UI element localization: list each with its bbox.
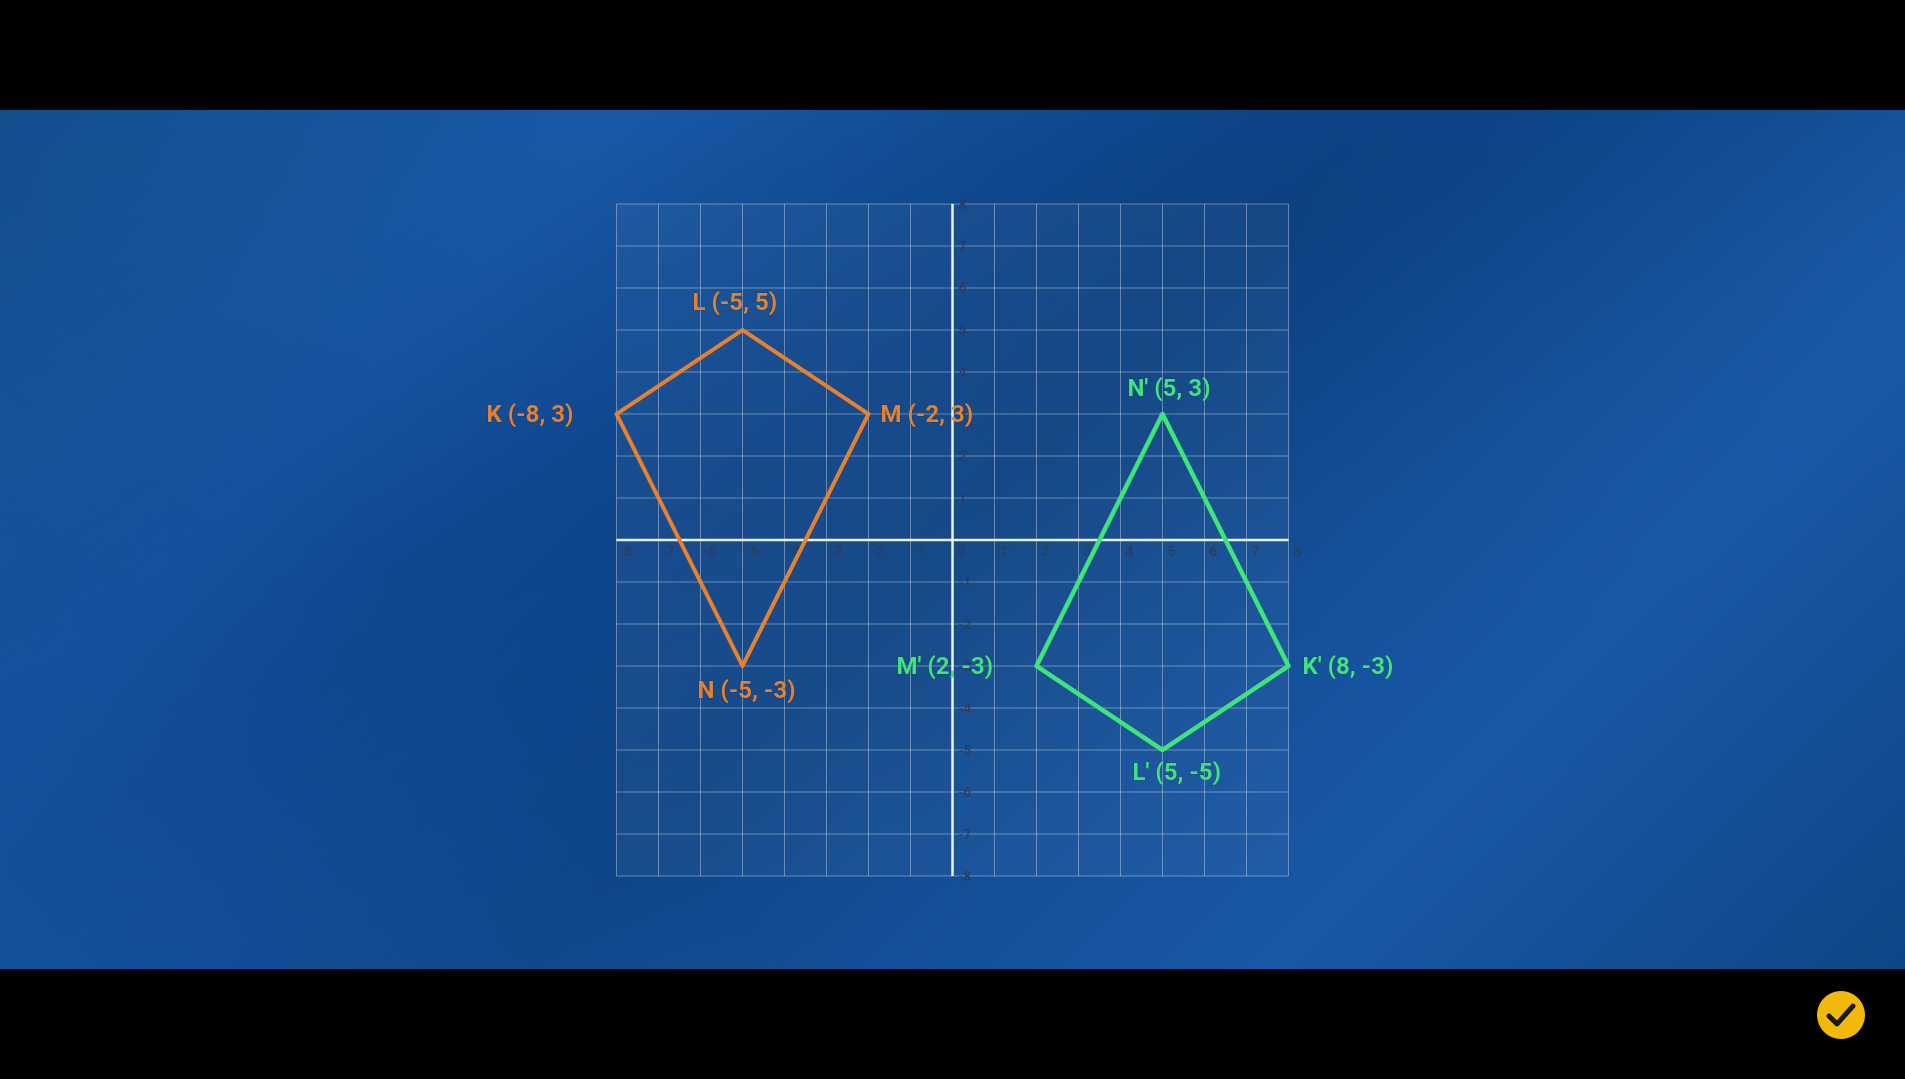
x-tick-label: 7 bbox=[1252, 544, 1260, 560]
y-tick-label: -2 bbox=[959, 617, 972, 633]
letterbox-bottom bbox=[0, 969, 1905, 1079]
y-tick-label: 8 bbox=[959, 197, 967, 213]
y-tick-label: -8 bbox=[959, 869, 972, 885]
y-tick-label: 2 bbox=[959, 449, 967, 465]
y-tick-label: -7 bbox=[959, 827, 972, 843]
x-tick-label: -6 bbox=[704, 544, 717, 560]
x-tick-label: 6 bbox=[1210, 544, 1218, 560]
x-tick-label: -1 bbox=[914, 544, 927, 560]
y-tick-label: 4 bbox=[959, 365, 967, 381]
vertex-label-N: N (-5, -3) bbox=[698, 676, 796, 704]
y-tick-label: 7 bbox=[959, 239, 967, 255]
vertex-label-Mprime: M' (2, -3) bbox=[897, 652, 994, 680]
x-tick-label: -3 bbox=[830, 544, 843, 560]
checkmark-badge-icon bbox=[1813, 987, 1869, 1043]
x-tick-label: 4 bbox=[1126, 544, 1134, 560]
y-tick-label: -1 bbox=[959, 575, 972, 591]
vertex-label-K: K (-8, 3) bbox=[487, 400, 574, 428]
x-tick-label: 8 bbox=[1294, 544, 1302, 560]
y-tick-label: 1 bbox=[959, 491, 967, 507]
vertex-label-Nprime: N' (5, 3) bbox=[1128, 374, 1211, 402]
x-tick-label: 2 bbox=[1042, 544, 1050, 560]
letterbox-top bbox=[0, 0, 1905, 110]
vertex-label-Lprime: L' (5, -5) bbox=[1133, 758, 1222, 786]
x-tick-label: 0 bbox=[958, 544, 966, 560]
x-tick-label: -7 bbox=[662, 544, 675, 560]
y-tick-label: -4 bbox=[959, 701, 972, 717]
vertex-label-M: M (-2, 3) bbox=[881, 400, 974, 428]
x-tick-label: 5 bbox=[1168, 544, 1176, 560]
x-tick-label: -5 bbox=[746, 544, 759, 560]
y-tick-label: 6 bbox=[959, 281, 967, 297]
y-tick-label: -6 bbox=[959, 785, 972, 801]
vertex-label-Kprime: K' (8, -3) bbox=[1303, 652, 1394, 680]
x-tick-label: -2 bbox=[872, 544, 885, 560]
x-tick-label: 1 bbox=[1000, 544, 1008, 560]
stage: -8-7-6-5-4-3-2-1012345678-8-7-6-5-4-3-2-… bbox=[189, 110, 1716, 969]
x-tick-label: -8 bbox=[620, 544, 633, 560]
coordinate-grid-chart: -8-7-6-5-4-3-2-1012345678-8-7-6-5-4-3-2-… bbox=[457, 156, 1449, 924]
y-tick-label: -5 bbox=[959, 743, 972, 759]
vertex-label-L: L (-5, 5) bbox=[693, 288, 778, 316]
y-tick-label: 5 bbox=[959, 323, 967, 339]
